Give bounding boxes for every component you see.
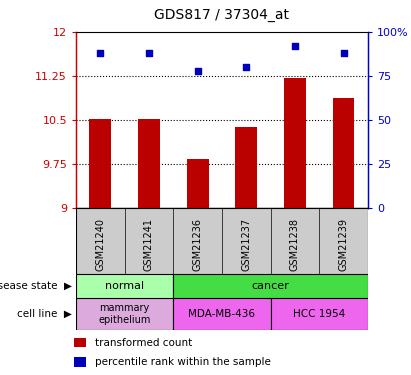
Bar (76, 298, 173, 330)
Point (340, 50, 347, 56)
Bar (90, 119, 111, 208)
Text: HCC 1954: HCC 1954 (293, 309, 345, 319)
Bar (173, 298, 270, 330)
Text: cell line  ▶: cell line ▶ (17, 309, 72, 319)
Bar (138, 119, 160, 208)
Point (97, 50, 104, 56)
Bar (187, 159, 208, 208)
Point (243, 64, 249, 70)
Bar (236, 127, 257, 208)
Text: disease state  ▶: disease state ▶ (0, 281, 72, 291)
Text: GSM21240: GSM21240 (95, 218, 105, 271)
Bar (74, 338, 86, 347)
Point (145, 50, 152, 56)
Text: GSM21238: GSM21238 (290, 218, 300, 271)
Bar (74, 357, 86, 367)
Text: GSM21241: GSM21241 (144, 218, 154, 271)
Text: MDA-MB-436: MDA-MB-436 (188, 309, 256, 319)
Text: GSM21236: GSM21236 (193, 218, 203, 271)
Point (292, 43, 298, 49)
Text: GSM21239: GSM21239 (339, 218, 349, 271)
Bar (284, 78, 306, 208)
Bar (76, 274, 173, 298)
Bar (332, 98, 354, 208)
Text: transformed count: transformed count (95, 338, 192, 348)
Point (194, 68, 201, 74)
Text: GDS817 / 37304_at: GDS817 / 37304_at (155, 9, 289, 22)
Bar (270, 298, 368, 330)
Text: mammary
epithelium: mammary epithelium (99, 303, 151, 325)
Text: GSM21237: GSM21237 (241, 218, 251, 271)
Text: normal: normal (105, 281, 144, 291)
Text: cancer: cancer (252, 281, 289, 291)
Bar (173, 274, 368, 298)
Text: percentile rank within the sample: percentile rank within the sample (95, 357, 270, 367)
